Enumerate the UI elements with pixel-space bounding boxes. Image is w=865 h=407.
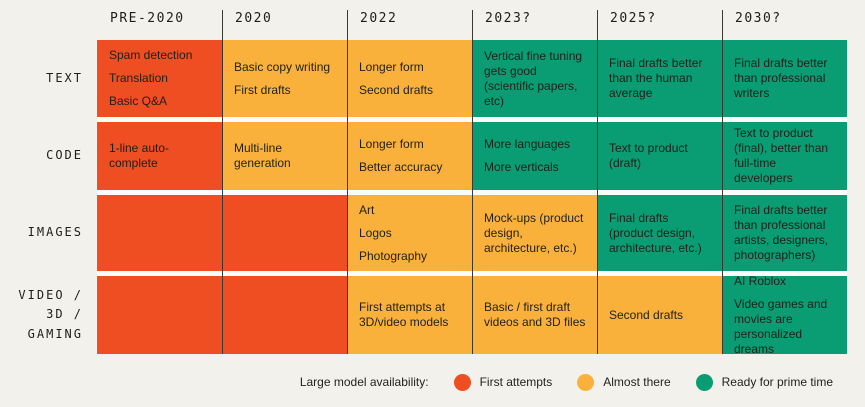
cell-text: Spam detection (109, 48, 193, 62)
column-divider-line (722, 10, 723, 354)
table-cell (222, 276, 347, 354)
table-cell: First attempts at 3D/video models (347, 276, 472, 354)
cell-text: Basic copy writing (234, 59, 331, 74)
table-cell: Multi-line generation (222, 122, 347, 190)
legend-item: Almost there (577, 373, 671, 391)
cell-text: Multi-line generation (234, 141, 291, 170)
legend-label: Large model availability: (299, 375, 429, 389)
row-label: VIDEO / 3D / GAMING (0, 276, 97, 354)
row-label-line: IMAGES (27, 225, 83, 240)
table-row: VIDEO / 3D / GAMING First attempts at 3D/vi… (0, 273, 847, 356)
cell-text: AI Roblox (734, 273, 787, 288)
table-cell: 1-line auto-complete (97, 122, 222, 190)
row-label: CODE (0, 122, 97, 190)
cell-text: Vertical fine tuning gets good (scientif… (484, 48, 583, 108)
table-cell: Final drafts better than the human avera… (597, 40, 722, 117)
table-cell: Final drafts better than professional wr… (722, 40, 847, 117)
table-row: CODE 1-line auto-complete Multi-line gener… (0, 122, 847, 190)
table-cell: Text to product (draft) (597, 122, 722, 190)
column-header: 2020 (235, 11, 273, 26)
cell-text: Text to product (draft) (609, 141, 688, 170)
cell-text: Final drafts better than professional wr… (734, 56, 828, 100)
cell-text: First attempts at 3D/video models (359, 300, 449, 329)
legend-item-label: Almost there (603, 375, 671, 389)
table-cell: Longer form Better accuracy (347, 122, 472, 190)
cell-text: First drafts (234, 82, 291, 97)
cell-text: More languages (484, 137, 571, 151)
table-cell: AI Roblox Video games and movies are pers… (722, 273, 847, 356)
cell-text: Second drafts (609, 307, 684, 322)
column-header: PRE-2020 (110, 11, 185, 26)
cell-text: More verticals (484, 160, 559, 174)
legend-item: First attempts (453, 373, 553, 391)
column-divider-line (472, 10, 473, 354)
cell-text: Better accuracy (359, 160, 443, 174)
table-body: TEXT Spam detection Translation Basic Q&A Ba… (0, 40, 847, 359)
cell-text: 1-line auto-complete (109, 141, 170, 170)
legend-dot-ready-for-prime-time (695, 373, 713, 391)
cell-text: Basic / first draft videos and 3D files (484, 300, 586, 329)
column-divider-line (597, 10, 598, 354)
table-cell (222, 195, 347, 271)
cell-text: Translation (109, 71, 168, 85)
table-row: IMAGES Art Logos Photography Mock-ups (produ… (0, 195, 847, 271)
legend-item: Ready for prime time (695, 373, 833, 391)
table-cell: Art Logos Photography (347, 195, 472, 271)
table-row: TEXT Spam detection Translation Basic Q&A Ba… (0, 40, 847, 117)
table-cell: Final drafts (product design, architectu… (597, 195, 722, 271)
column-header: 2023? (485, 11, 532, 26)
legend: Large model availability: First attempts… (300, 372, 833, 392)
table-cell: Vertical fine tuning gets good (scientif… (472, 40, 597, 117)
column-divider-line (222, 10, 223, 354)
cell-text: Basic Q&A (109, 94, 168, 108)
table-cell (97, 276, 222, 354)
column-headers: PRE-2020 2020 2022 2023? 2025? 2030? (97, 11, 847, 26)
cell-text: Video games and movies are personalized … (734, 296, 828, 356)
row-label-line: TEXT (46, 70, 83, 85)
cell-text: Final drafts better than professional ar… (734, 203, 829, 262)
row-label-line: CODE (46, 148, 83, 163)
table-cell: More languages More verticals (472, 122, 597, 190)
legend-dot-first-attempts (453, 373, 471, 391)
cell-text: Second drafts (359, 82, 434, 97)
cell-text: Final drafts better than the human avera… (609, 56, 703, 100)
cell-text: Longer form (359, 59, 424, 74)
table-cell: Final drafts better than professional ar… (722, 195, 847, 271)
table-cell: Spam detection Translation Basic Q&A (97, 40, 222, 117)
column-divider-line (347, 10, 348, 354)
column-header: 2030? (735, 11, 782, 26)
cell-text: Art (359, 202, 375, 217)
column-header: 2025? (610, 11, 657, 26)
row-label-line: GAMING (27, 326, 83, 341)
table-cell: Second drafts (597, 276, 722, 354)
legend-items: First attempts Almost there Ready for prim… (453, 373, 833, 391)
table-cell: Basic copy writing First drafts (222, 40, 347, 117)
legend-item-label: First attempts (479, 375, 553, 389)
table-cell: Mock-ups (product design, architecture, … (472, 195, 597, 271)
table-cell: Text to product (final), better than ful… (722, 122, 847, 190)
table-cell (97, 195, 222, 271)
cell-text: Longer form (359, 137, 424, 151)
cell-text: Final drafts (product design, architectu… (609, 210, 702, 255)
cell-text: Logos (359, 225, 392, 240)
row-label: IMAGES (0, 195, 97, 271)
table-cell: Basic / first draft videos and 3D files (472, 276, 597, 354)
column-header: 2022 (360, 11, 398, 26)
row-label-line: 3D / (46, 307, 83, 322)
row-label-line: VIDEO / (18, 288, 83, 303)
cell-text: Mock-ups (product design, architecture, … (484, 210, 584, 255)
legend-item-label: Ready for prime time (721, 375, 833, 389)
cell-text: Photography (359, 248, 428, 263)
table-cell: Longer form Second drafts (347, 40, 472, 117)
legend-dot-almost-there (577, 373, 595, 391)
row-label: TEXT (0, 40, 97, 117)
cell-text: Text to product (final), better than ful… (734, 126, 829, 185)
